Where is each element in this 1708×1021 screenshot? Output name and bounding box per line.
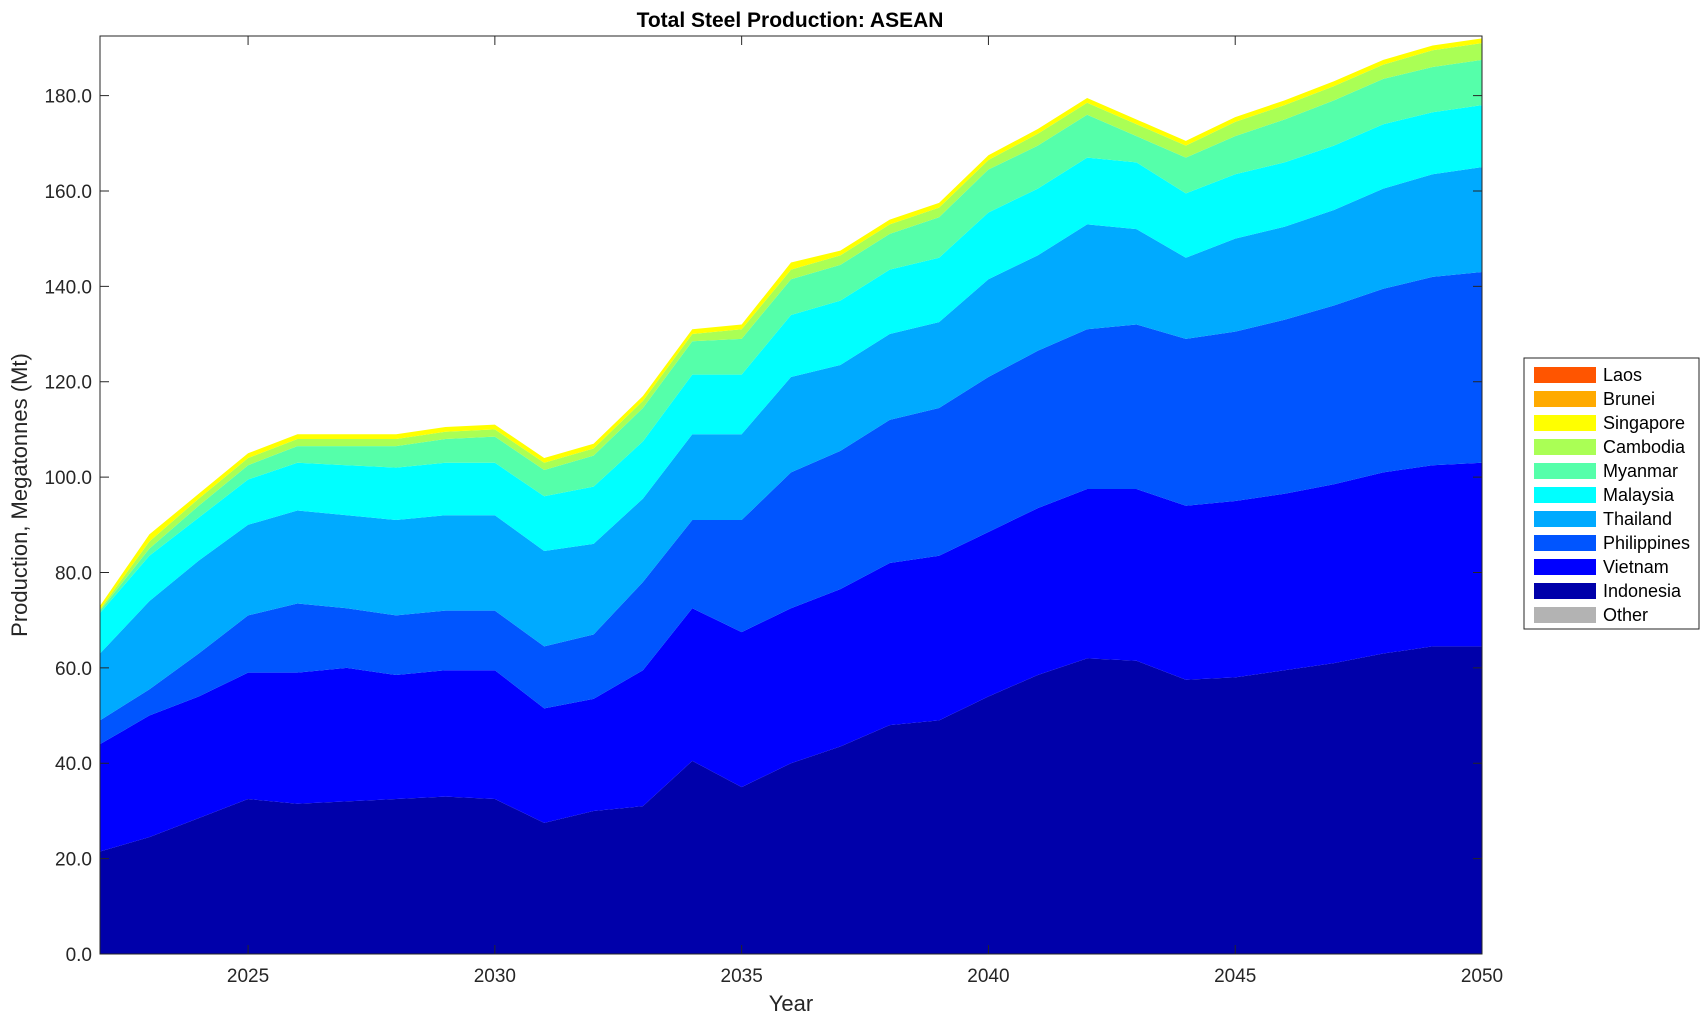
legend-swatch-indonesia bbox=[1534, 583, 1596, 599]
y-tick-label: 180.0 bbox=[44, 87, 92, 108]
y-tick-label: 60.0 bbox=[55, 659, 92, 680]
plot-area: 2025 2030 2035 2040 2045 2050 0.0 20.0 40.0 60.0… bbox=[44, 35, 1503, 987]
x-tick-label: 2040 bbox=[967, 966, 1009, 987]
x-tick-label: 2045 bbox=[1214, 966, 1256, 987]
legend-swatch-brunei bbox=[1534, 391, 1596, 407]
legend-label-cambodia: Cambodia bbox=[1603, 437, 1686, 457]
legend-label-thailand: Thailand bbox=[1603, 509, 1672, 529]
series-areas bbox=[100, 38, 1482, 954]
y-tick-label: 80.0 bbox=[55, 563, 92, 584]
y-axis-title: Production, Megatonnes (Mt) bbox=[7, 353, 32, 637]
legend-label-indonesia: Indonesia bbox=[1603, 581, 1682, 601]
y-axis-ticks: 0.0 20.0 40.0 60.0 80.0 100.0 120.0 140.0 160.0 1… bbox=[44, 87, 1482, 966]
x-tick-label: 2050 bbox=[1461, 966, 1503, 987]
chart-title: Total Steel Production: ASEAN bbox=[637, 9, 944, 32]
area-malaysia bbox=[100, 105, 1482, 654]
x-axis-ticks: 2025 2030 2035 2040 2045 2050 bbox=[227, 36, 1503, 987]
x-tick-label: 2030 bbox=[474, 966, 516, 987]
legend-swatch-laos bbox=[1534, 367, 1596, 383]
legend-items: Laos Brunei Singapore Cambodia Myanmar Malays… bbox=[1534, 365, 1690, 625]
area-philippines bbox=[100, 272, 1482, 745]
area-thailand bbox=[100, 167, 1482, 721]
y-tick-label: 100.0 bbox=[44, 468, 92, 489]
x-tick-label: 2035 bbox=[721, 966, 763, 987]
legend-label-philippines: Philippines bbox=[1603, 533, 1690, 553]
legend-swatch-singapore bbox=[1534, 415, 1596, 431]
y-tick-label: 0.0 bbox=[66, 945, 92, 966]
y-tick-label: 120.0 bbox=[44, 373, 92, 394]
legend-swatch-philippines bbox=[1534, 535, 1596, 551]
legend-swatch-malaysia bbox=[1534, 487, 1596, 503]
legend-swatch-thailand bbox=[1534, 511, 1596, 527]
x-tick-label: 2025 bbox=[227, 966, 269, 987]
y-tick-label: 20.0 bbox=[55, 850, 92, 871]
legend-swatch-vietnam bbox=[1534, 559, 1596, 575]
y-tick-label: 160.0 bbox=[44, 182, 92, 203]
area-myanmar bbox=[100, 59, 1482, 614]
legend-swatch-myanmar bbox=[1534, 463, 1596, 479]
x-axis-title: Year bbox=[769, 991, 813, 1016]
legend-label-myanmar: Myanmar bbox=[1603, 461, 1678, 481]
y-tick-label: 40.0 bbox=[55, 754, 92, 775]
axes-box bbox=[99, 35, 1483, 955]
legend-swatch-cambodia bbox=[1534, 439, 1596, 455]
legend-swatch-other bbox=[1534, 607, 1596, 623]
area-indonesia bbox=[100, 646, 1482, 954]
area-vietnam bbox=[100, 462, 1482, 852]
legend-label-malaysia: Malaysia bbox=[1603, 485, 1675, 505]
legend-label-brunei: Brunei bbox=[1603, 389, 1655, 409]
legend-label-singapore: Singapore bbox=[1603, 413, 1685, 433]
legend: Laos Brunei Singapore Cambodia Myanmar Malays… bbox=[1523, 357, 1700, 630]
y-tick-label: 140.0 bbox=[44, 277, 92, 298]
legend-label-other: Other bbox=[1603, 605, 1648, 625]
legend-label-vietnam: Vietnam bbox=[1603, 557, 1669, 577]
legend-label-laos: Laos bbox=[1603, 365, 1642, 385]
